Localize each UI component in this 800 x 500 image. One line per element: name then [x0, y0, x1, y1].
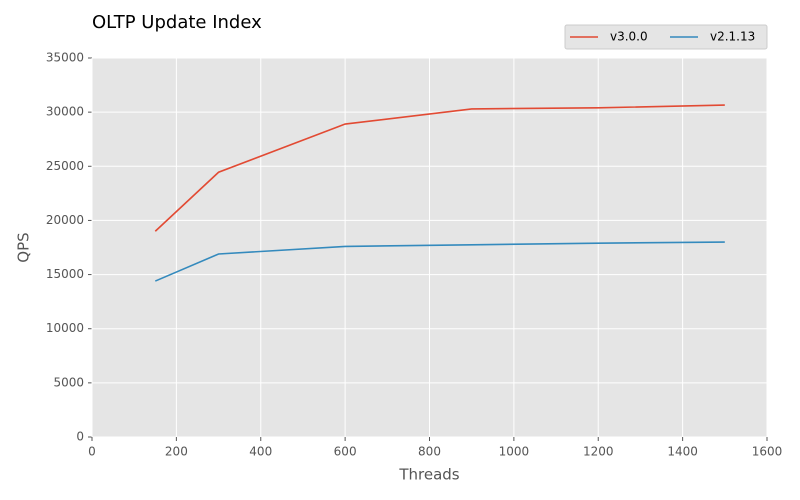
y-tick-label: 20000	[46, 213, 84, 227]
y-tick-label: 35000	[46, 51, 84, 65]
legend-box	[564, 24, 768, 50]
y-tick-label: 30000	[46, 105, 84, 119]
x-tick-label: 800	[418, 445, 441, 459]
y-tick-label: 0	[76, 430, 84, 444]
x-tick-label: 1600	[752, 445, 783, 459]
x-tick-label: 1200	[583, 445, 614, 459]
y-tick-label: 10000	[46, 321, 84, 335]
x-tick-label: 400	[249, 445, 272, 459]
legend-label: v3.0.0	[610, 30, 648, 44]
line	[154, 241, 725, 282]
x-tick-label: 1000	[499, 445, 530, 459]
x-tick-label: 200	[165, 445, 188, 459]
x-tick-label: 0	[88, 445, 96, 459]
legend-label: v2.1.13	[710, 30, 755, 44]
x-tick-label: 600	[334, 445, 357, 459]
x-axis-label: Threads	[398, 466, 459, 484]
x-tick-label: 1400	[667, 445, 698, 459]
line	[154, 104, 725, 232]
y-tick-label: 25000	[46, 159, 84, 173]
y-tick-label: 5000	[53, 375, 84, 389]
chart-title: OLTP Update Index	[92, 12, 262, 33]
y-tick-label: 15000	[46, 267, 84, 281]
y-axis-label: QPS	[15, 232, 33, 262]
